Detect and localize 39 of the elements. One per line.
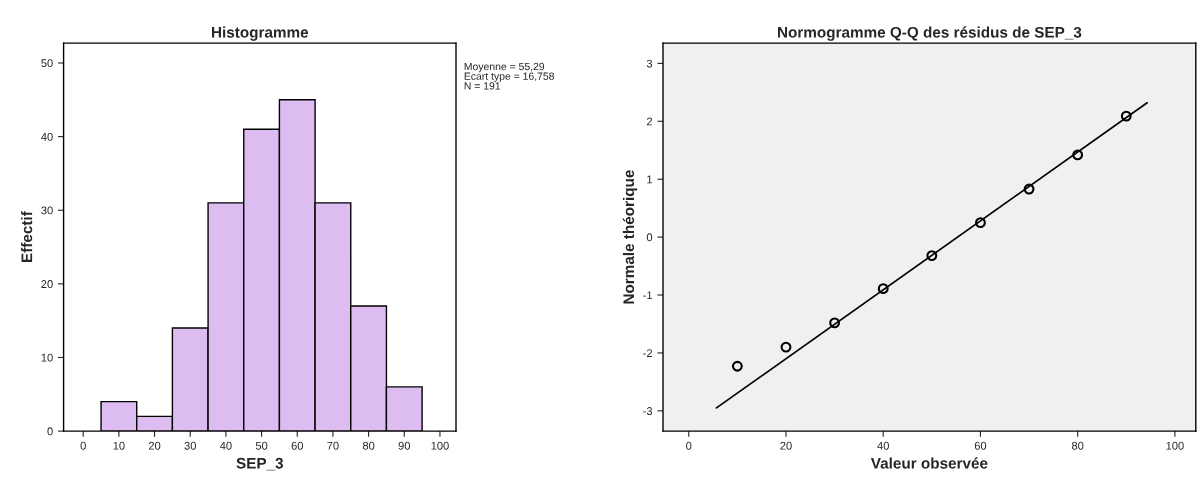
x-tick-label: 10 xyxy=(113,441,125,450)
text: Ecart type = 16,758 xyxy=(464,72,555,82)
chart-title: Normogramme Q-Q des résidus de SEP_3 xyxy=(778,26,1082,41)
x-tick-label: 70 xyxy=(327,441,339,450)
y-tick-label: -1 xyxy=(643,291,653,300)
y-tick-label: 0 xyxy=(47,427,53,436)
x-axis-title: SEP_3 xyxy=(236,457,284,471)
x-tick-label: 20 xyxy=(148,441,161,450)
y-tick-label: 2 xyxy=(646,117,653,126)
x-tick-label: 60 xyxy=(974,441,987,450)
x-tick-label: 40 xyxy=(219,441,232,450)
y-tick-label: -3 xyxy=(643,407,653,415)
x-tick-label: 80 xyxy=(1071,441,1084,450)
y-tick-label: 20 xyxy=(41,280,53,288)
x-tick-label: 90 xyxy=(398,441,411,450)
y-tick-label: 3 xyxy=(646,59,653,68)
y-axis-title: Effectif xyxy=(21,211,33,262)
x-tick-label: 0 xyxy=(80,441,86,450)
y-axis-title: Normale théorique xyxy=(622,170,638,304)
x-tick-label: 100 xyxy=(1166,441,1184,450)
y-tick-label: -2 xyxy=(643,349,653,357)
y-tick-label: 1 xyxy=(647,175,653,184)
x-tick-label: 80 xyxy=(362,441,375,450)
x-tick-label: 60 xyxy=(291,441,303,450)
text: Moyenne = 55,29 xyxy=(464,62,545,73)
y-tick-label: 0 xyxy=(646,233,653,242)
x-tick-label: 0 xyxy=(686,441,692,450)
y-tick-label: 30 xyxy=(41,206,53,215)
text: N = 191 xyxy=(464,82,501,90)
x-tick-label: 100 xyxy=(431,441,449,450)
x-axis-title: Valeur observée xyxy=(870,457,988,469)
chart-title: Histogramme xyxy=(212,26,309,41)
x-tick-label: 20 xyxy=(780,441,792,450)
y-tick-label: 40 xyxy=(41,132,53,141)
x-tick-label: 50 xyxy=(255,441,268,450)
y-tick-label: 10 xyxy=(41,353,53,362)
x-tick-label: 40 xyxy=(877,441,889,450)
x-tick-label: 30 xyxy=(184,441,196,450)
y-tick-label: 50 xyxy=(41,59,53,68)
